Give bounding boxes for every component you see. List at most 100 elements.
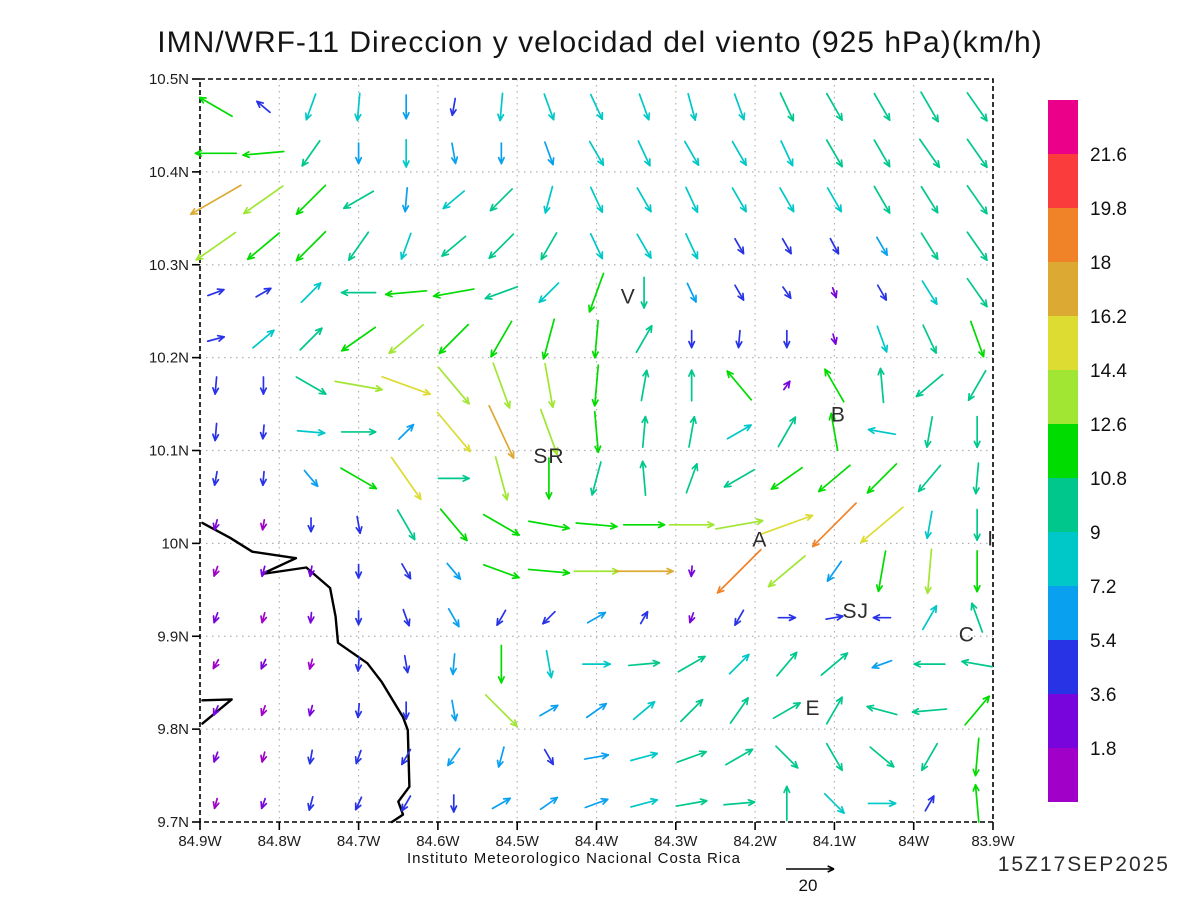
wind-arrow bbox=[729, 697, 749, 724]
wind-arrow-shaft bbox=[772, 702, 801, 720]
wind-arrow bbox=[307, 565, 315, 578]
wind-arrow bbox=[390, 456, 422, 501]
wind-arrow-shaft bbox=[439, 508, 468, 542]
wind-arrow-shaft bbox=[242, 150, 285, 156]
wind-arrow bbox=[307, 796, 315, 811]
wind-arrow bbox=[437, 474, 470, 482]
wind-arrow-head bbox=[980, 256, 988, 261]
wind-arrow bbox=[543, 93, 556, 121]
wind-arrow bbox=[449, 653, 457, 676]
wind-arrow-shaft bbox=[484, 285, 519, 300]
wind-arrow-shaft bbox=[295, 230, 327, 262]
wind-arrow bbox=[354, 142, 363, 165]
wind-arrow-shaft bbox=[921, 605, 938, 631]
wind-arrow-head bbox=[511, 576, 520, 580]
wind-arrow-shaft bbox=[776, 651, 798, 677]
wind-arrow-shaft bbox=[347, 231, 370, 261]
wind-arrow-head bbox=[924, 531, 929, 540]
wind-arrow-head bbox=[793, 416, 797, 425]
wind-arrow-head bbox=[270, 329, 275, 338]
wind-arrow bbox=[636, 187, 652, 213]
lat-tick-label: 10.1N bbox=[149, 443, 189, 460]
wind-arrow-shaft bbox=[825, 139, 843, 168]
wind-arrow-shaft bbox=[213, 470, 218, 486]
wind-arrow-head bbox=[646, 610, 649, 620]
wind-arrow-shaft bbox=[926, 510, 933, 540]
wind-arrow bbox=[488, 404, 515, 459]
wind-arrow-shaft bbox=[723, 469, 755, 488]
wind-arrow-shaft bbox=[920, 91, 939, 123]
wind-arrow-head bbox=[835, 765, 843, 772]
lat-tick-label: 10N bbox=[161, 535, 189, 552]
wind-arrow-head bbox=[542, 616, 546, 625]
wind-arrow-head bbox=[354, 113, 359, 122]
wind-arrow bbox=[760, 514, 814, 535]
wind-arrow-head bbox=[866, 485, 871, 494]
wind-arrow-head bbox=[546, 671, 553, 679]
wind-arrow bbox=[527, 568, 571, 577]
wind-arrow bbox=[490, 320, 513, 358]
wind-arrow-head bbox=[497, 156, 503, 165]
wind-arrow-shaft bbox=[540, 232, 558, 261]
wind-arrow-head bbox=[830, 338, 837, 345]
wind-arrow-head bbox=[640, 301, 645, 309]
wind-arrow bbox=[687, 92, 698, 121]
wind-arrow-shaft bbox=[922, 324, 937, 354]
wind-arrow-shaft bbox=[492, 362, 511, 409]
wind-arrow-shaft bbox=[675, 799, 708, 807]
wind-arrow bbox=[866, 463, 898, 494]
wind-arrow-shaft bbox=[542, 318, 556, 360]
wind-arrow-shaft bbox=[441, 235, 467, 257]
wind-arrow bbox=[195, 231, 237, 261]
wind-arrow-shaft bbox=[641, 460, 647, 497]
wind-arrow-shaft bbox=[716, 548, 762, 594]
coastline-peninsula-path bbox=[201, 698, 233, 725]
wind-arrow-shaft bbox=[575, 522, 618, 528]
wind-arrow-head bbox=[588, 304, 591, 313]
wind-arrow-head bbox=[737, 295, 745, 301]
wind-arrow-head bbox=[788, 616, 797, 622]
wind-arrow-head bbox=[692, 160, 700, 166]
lat-tick-label: 10.2N bbox=[149, 350, 189, 367]
wind-arrow-head bbox=[696, 463, 699, 472]
wind-arrow bbox=[817, 464, 851, 493]
wind-arrow bbox=[877, 367, 885, 404]
wind-arrow bbox=[489, 188, 514, 212]
lon-tick-label: 84.2W bbox=[733, 833, 777, 850]
wind-arrow-head bbox=[496, 617, 499, 626]
wind-arrow bbox=[825, 613, 844, 621]
wind-arrow bbox=[437, 366, 470, 405]
wind-arrow-shaft bbox=[296, 429, 326, 434]
wind-arrow-head bbox=[603, 663, 611, 668]
wind-arrow-head bbox=[548, 401, 554, 409]
wind-arrow-head bbox=[794, 651, 798, 660]
wind-arrow-head bbox=[739, 206, 747, 213]
wind-arrow-shaft bbox=[482, 563, 520, 579]
wind-arrow-shaft bbox=[447, 747, 461, 767]
wind-arrow-shaft bbox=[300, 282, 322, 304]
wind-arrow bbox=[860, 506, 904, 544]
wind-arrow-shaft bbox=[876, 325, 888, 353]
wind-arrow bbox=[630, 797, 659, 808]
wind-arrow-shaft bbox=[214, 376, 218, 395]
wind-arrow-head bbox=[688, 340, 693, 349]
wind-arrow bbox=[767, 555, 806, 588]
colorbar-block bbox=[1048, 586, 1078, 640]
wind-arrow-shaft bbox=[971, 602, 984, 633]
wind-arrow-head bbox=[790, 764, 799, 769]
wind-arrow-head bbox=[548, 114, 555, 121]
wind-arrow bbox=[825, 92, 843, 121]
wind-arrow-shaft bbox=[396, 509, 416, 541]
wind-arrow bbox=[194, 149, 238, 157]
wind-arrow-head bbox=[866, 704, 875, 708]
wind-arrow bbox=[354, 702, 363, 719]
lat-tick-label: 10.3N bbox=[149, 257, 189, 274]
wind-arrow bbox=[354, 92, 362, 122]
wind-arrow bbox=[340, 428, 377, 436]
wind-arrow-head bbox=[652, 661, 661, 667]
wind-arrow-head bbox=[974, 783, 980, 792]
colorbar-block bbox=[1048, 154, 1078, 208]
wind-arrow-head bbox=[745, 653, 750, 662]
wind-arrow-head bbox=[402, 712, 408, 720]
lon-tick-label: 83.9W bbox=[971, 833, 1015, 850]
